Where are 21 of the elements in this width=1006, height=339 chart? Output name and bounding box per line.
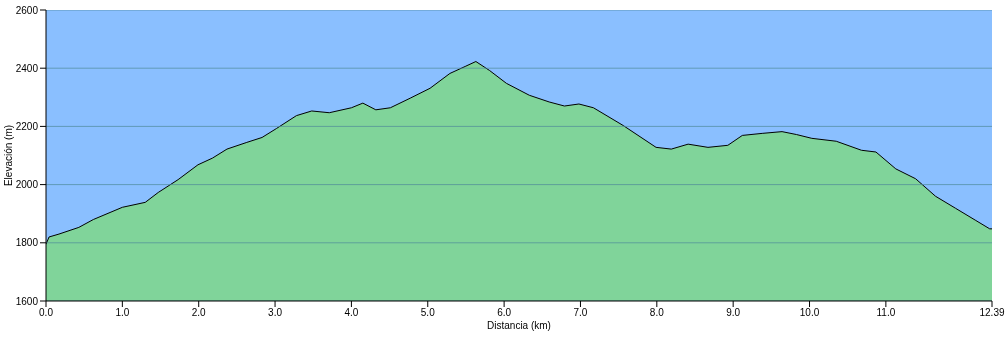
y-tick-label: 2200	[15, 120, 39, 132]
x-tick-label: 12.39	[979, 307, 1005, 319]
x-tick-label: 5.0	[420, 307, 436, 319]
x-tick-label: 1.0	[115, 307, 130, 319]
x-tick-label: 8.0	[649, 307, 665, 319]
y-axis-title: Elevación (m)	[2, 124, 14, 187]
x-axis-title: Distancia (km)	[487, 320, 551, 331]
x-tick-label: 10.0	[799, 307, 820, 319]
y-tick-label: 2000	[15, 179, 39, 191]
x-tick-label: 4.0	[344, 307, 359, 319]
x-tick-label: 11.0	[876, 307, 896, 319]
y-tick-label: 2400	[15, 62, 39, 74]
y-tick-label: 2600	[15, 4, 39, 16]
x-tick-label: 0.0	[39, 307, 54, 319]
y-tick-label: 1800	[15, 237, 39, 249]
x-tick-label: 9.0	[726, 307, 741, 319]
x-tick-label: 3.0	[268, 307, 283, 319]
y-tick-label: 1600	[15, 295, 39, 307]
x-tick-label: 2.0	[191, 307, 207, 319]
x-tick-label: 7.0	[573, 307, 588, 319]
x-tick-label: 6.0	[497, 307, 512, 319]
